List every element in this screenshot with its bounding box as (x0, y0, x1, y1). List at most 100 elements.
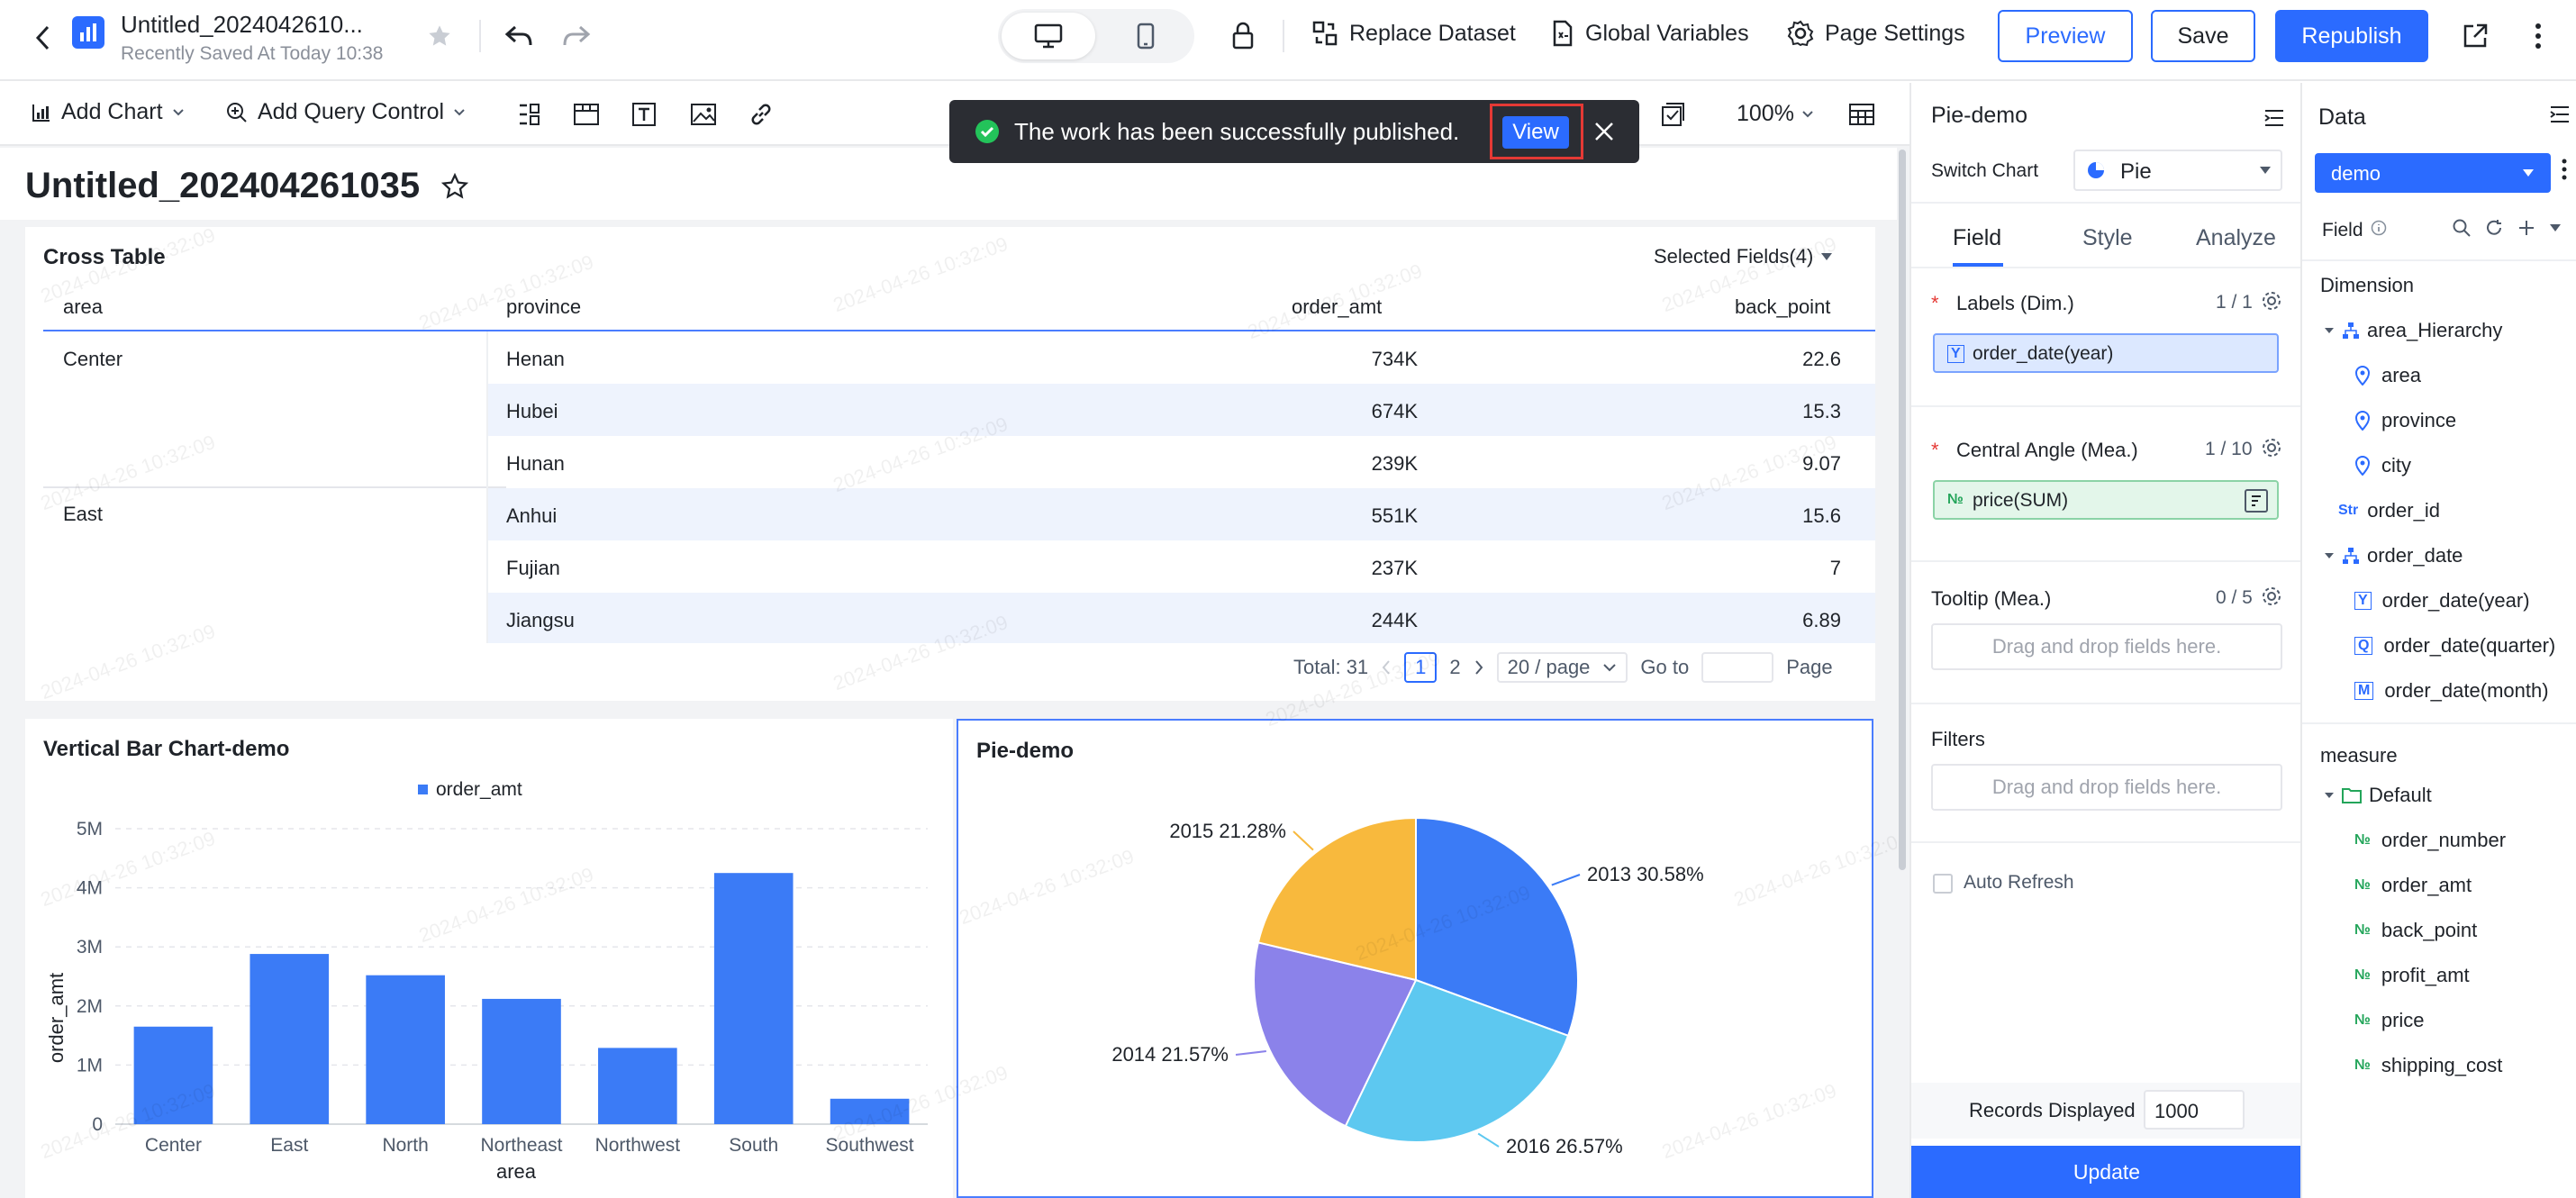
column-header-order-amt[interactable]: order_amt (1292, 295, 1383, 318)
table-row[interactable]: Henan 734K 22.6 (488, 331, 1875, 384)
image-icon[interactable] (688, 99, 719, 130)
bar[interactable] (830, 1098, 910, 1124)
plus-icon[interactable] (2517, 218, 2536, 238)
republish-button[interactable]: Republish (2275, 10, 2428, 62)
lock-icon[interactable] (1227, 18, 1259, 54)
selected-fields-dropdown[interactable]: Selected Fields(4) (1654, 245, 1833, 268)
goto-page-input[interactable] (1701, 652, 1774, 683)
table-row[interactable]: Jiangsu 244K 6.89 (488, 593, 1875, 643)
pie-slice[interactable] (1253, 941, 1418, 1128)
field-area[interactable]: area (2354, 364, 2421, 387)
page-1-button[interactable]: 1 (1404, 652, 1438, 683)
table-icon[interactable] (1846, 99, 1877, 130)
chart-type-select[interactable]: Pie (2073, 150, 2282, 191)
table-row[interactable]: Anhui 551K 15.6 (488, 488, 1875, 540)
angle-field-pill[interactable]: № price(SUM) (1933, 480, 2279, 520)
bar[interactable] (598, 1048, 677, 1124)
measure-shipping-cost[interactable]: № shipping_cost (2354, 1054, 2502, 1077)
chevron-right-icon[interactable] (1474, 659, 1484, 676)
tab-field[interactable]: Field (1953, 225, 2002, 250)
area-hierarchy-item[interactable]: area_Hierarchy (2324, 319, 2502, 342)
legend-label[interactable]: order_amt (436, 779, 522, 800)
bar[interactable] (482, 998, 561, 1124)
pie-slice[interactable] (1344, 978, 1570, 1143)
field-order-date-month[interactable]: M order_date(month) (2354, 679, 2549, 703)
star-icon[interactable] (425, 22, 454, 50)
gear-icon[interactable] (2261, 290, 2282, 312)
more-vertical-icon[interactable] (2529, 20, 2547, 52)
bar[interactable] (366, 975, 445, 1124)
measure-back-point[interactable]: № back_point (2354, 919, 2477, 942)
cross-table-card[interactable]: Cross Table Selected Fields(4) area prov… (25, 227, 1875, 701)
search-icon[interactable] (2452, 218, 2472, 238)
dataset-select[interactable]: demo (2315, 153, 2551, 193)
collapse-panel-icon[interactable] (2261, 104, 2288, 132)
tab-container-icon[interactable] (571, 99, 602, 130)
default-folder-item[interactable]: Default (2324, 784, 2432, 807)
labels-field-pill[interactable]: Y order_date(year) (1933, 333, 2279, 373)
back-arrow-icon[interactable] (27, 22, 59, 54)
column-header-area[interactable]: area (63, 295, 104, 318)
field-province[interactable]: province (2354, 409, 2456, 432)
field-order-date-year[interactable]: Y order_date(year) (2354, 589, 2530, 613)
refresh-icon[interactable] (2484, 218, 2504, 238)
page-2-button[interactable]: 2 (1449, 656, 1461, 678)
link-icon[interactable] (746, 99, 776, 130)
pie-slice[interactable] (1256, 816, 1417, 982)
undo-icon[interactable] (501, 20, 537, 52)
save-button[interactable]: Save (2151, 10, 2255, 62)
text-icon[interactable] (629, 99, 659, 130)
column-header-province[interactable]: province (506, 295, 582, 318)
filters-dropzone[interactable]: Drag and drop fields here. (1931, 764, 2282, 811)
sort-icon[interactable] (2245, 489, 2268, 513)
zoom-control[interactable]: 100% (1737, 101, 1814, 127)
add-query-control-button[interactable]: Add Query Control (225, 99, 466, 125)
add-chart-button[interactable]: Add Chart (31, 99, 185, 125)
view-button[interactable]: View (1502, 116, 1569, 149)
caret-down-icon[interactable] (2549, 223, 2562, 232)
field-order-id[interactable]: Str order_id (2338, 499, 2440, 522)
global-variables-button[interactable]: Global Variables (1551, 20, 1749, 47)
layout-icon[interactable] (513, 99, 544, 130)
close-icon[interactable] (1591, 118, 1618, 145)
replace-dataset-button[interactable]: Replace Dataset (1311, 20, 1516, 47)
redo-icon[interactable] (558, 20, 594, 52)
page-title[interactable]: Untitled_202404261035 (25, 166, 421, 205)
star-outline-icon[interactable] (440, 171, 470, 202)
chevron-left-icon[interactable] (1381, 659, 1392, 676)
checklist-icon[interactable] (1657, 99, 1688, 130)
canvas-scrollbar[interactable] (1899, 150, 1906, 870)
bar[interactable] (713, 873, 794, 1124)
field-city[interactable]: city (2354, 454, 2411, 477)
page-settings-button[interactable]: Page Settings (1787, 20, 1965, 47)
doc-title[interactable]: Untitled_2024042610... (121, 11, 363, 38)
gear-icon[interactable] (2261, 437, 2282, 458)
mobile-icon[interactable] (1099, 13, 1193, 59)
records-input[interactable]: 1000 (2144, 1090, 2245, 1130)
bar[interactable] (249, 954, 330, 1124)
field-order-date-quarter[interactable]: Q order_date(quarter) (2354, 634, 2555, 658)
table-row[interactable]: Hubei 674K 15.3 (488, 384, 1875, 436)
table-row[interactable]: Hunan 239K 9.07 (488, 436, 1875, 488)
more-vertical-icon[interactable] (2562, 159, 2567, 180)
tab-analyze[interactable]: Analyze (2196, 225, 2276, 250)
column-header-back-point[interactable]: back_point (1735, 295, 1831, 318)
pie-chart-card[interactable]: Pie-demo 2013 30.58% 2016 26.57% 2014 21.5… (957, 719, 1873, 1198)
measure-profit-amt[interactable]: № profit_amt (2354, 964, 2470, 987)
page-size-select[interactable]: 20 / page (1496, 652, 1628, 683)
desktop-icon[interactable] (1002, 13, 1095, 59)
gear-icon[interactable] (2261, 585, 2282, 607)
bar[interactable] (133, 1026, 213, 1124)
collapse-panel-icon[interactable] (2549, 104, 2571, 124)
bar-chart-card[interactable]: Vertical Bar Chart-demo order_amt order_… (25, 719, 953, 1198)
update-button[interactable]: Update (1911, 1146, 2302, 1198)
table-row[interactable]: Fujian 237K 7 (488, 540, 1875, 593)
order-date-hierarchy-item[interactable]: order_date (2324, 544, 2463, 567)
tooltip-dropzone[interactable]: Drag and drop fields here. (1931, 623, 2282, 670)
measure-order-number[interactable]: № order_number (2354, 829, 2506, 852)
preview-button[interactable]: Preview (1998, 10, 2133, 62)
pie-slice[interactable] (1415, 816, 1579, 1038)
auto-refresh-checkbox[interactable] (1933, 874, 1953, 894)
external-link-icon[interactable] (2459, 20, 2491, 52)
measure-price[interactable]: № price (2354, 1009, 2425, 1032)
